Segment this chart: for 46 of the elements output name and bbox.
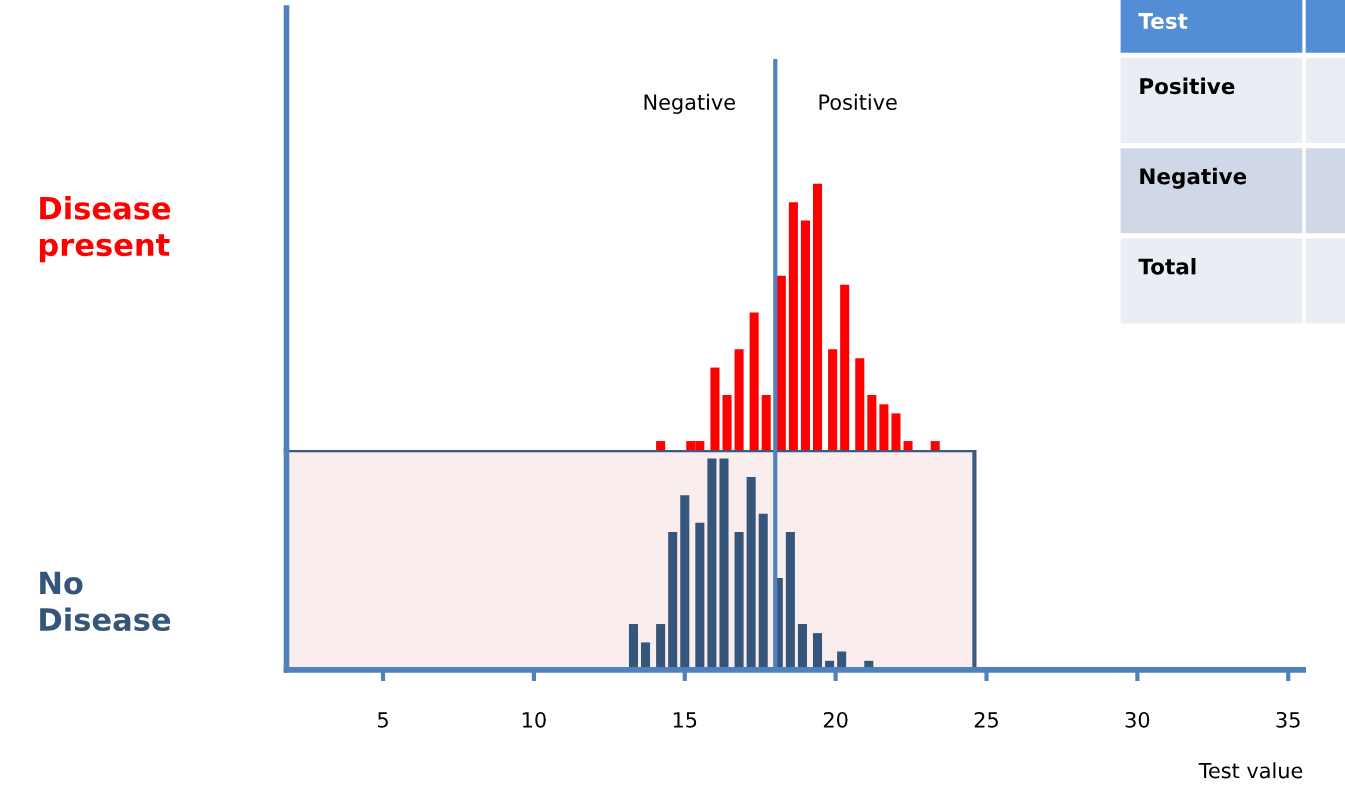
annotation: Total xyxy=(1138,258,1196,275)
text: Negative xyxy=(644,93,735,115)
bar xyxy=(785,532,795,670)
text: Positive xyxy=(819,93,897,110)
x-tick-label: 10 xyxy=(522,711,546,728)
bar xyxy=(734,532,744,670)
bar xyxy=(734,349,744,451)
x-axis-title: Test value xyxy=(1198,762,1303,779)
bar xyxy=(813,633,823,670)
x-tick-label: 30 xyxy=(1125,711,1150,728)
bar xyxy=(758,513,768,670)
x-tick-label: 15 xyxy=(673,712,697,728)
bar xyxy=(840,284,850,451)
bar xyxy=(719,458,729,670)
y-axis-title: No Disease xyxy=(40,571,171,632)
bar xyxy=(710,367,720,451)
x-tick-label: 20 xyxy=(823,711,848,728)
bar xyxy=(746,476,756,670)
annotation: Negative xyxy=(1140,167,1247,189)
bar xyxy=(656,624,666,670)
y-axis-title: Disease present xyxy=(39,196,171,263)
x-tick-label: 35 xyxy=(1276,711,1300,728)
bar xyxy=(641,642,651,670)
bar xyxy=(722,394,732,451)
bar xyxy=(749,312,759,451)
x-tick-label: 25 xyxy=(974,711,998,728)
text: Positive xyxy=(1140,77,1235,95)
bar xyxy=(668,532,678,670)
bar xyxy=(930,441,940,451)
bar xyxy=(903,441,913,451)
bar xyxy=(879,404,889,451)
bar xyxy=(855,358,865,451)
bar xyxy=(891,413,901,451)
bar xyxy=(707,458,717,670)
x-tick-label: 5 xyxy=(378,712,388,728)
text: Test xyxy=(1138,13,1188,30)
bar xyxy=(797,624,807,670)
bar xyxy=(813,183,823,451)
bar xyxy=(628,624,638,670)
bar xyxy=(828,349,838,451)
bar xyxy=(867,394,877,451)
bar xyxy=(761,394,771,451)
bar xyxy=(695,522,705,670)
bar xyxy=(788,202,798,451)
bar xyxy=(656,441,666,451)
bar xyxy=(800,220,810,451)
